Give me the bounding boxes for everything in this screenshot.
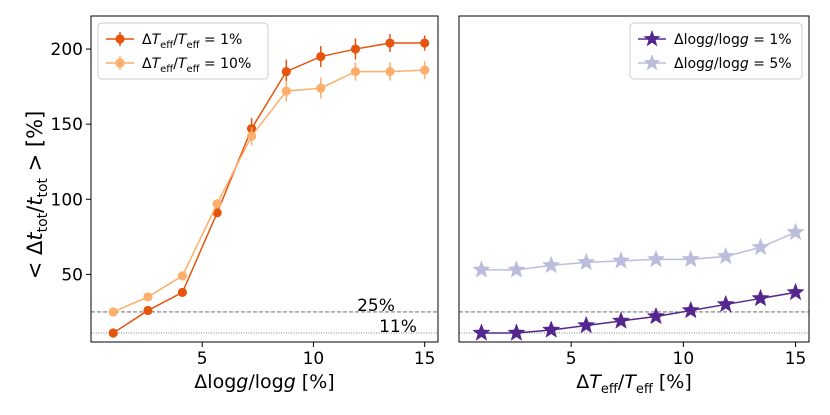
y-tick-label: 100 [51,190,83,210]
series-line [481,231,796,271]
data-point [212,208,222,218]
data-point-star [751,237,770,256]
data-point-star [716,294,735,313]
series-line [112,42,425,334]
legend-box [629,22,803,80]
data-point-star [681,249,700,268]
data-point-star [541,320,561,338]
reference-line-label: 25% [357,296,395,316]
legend: ΔTeff/Teff = 1% ΔTeff/Teff = 10% [97,22,269,80]
data-point-star [786,282,805,301]
legend-label: ΔTeff/Teff = 1% [142,32,242,51]
data-point-star [716,246,735,265]
data-point [420,38,430,48]
plot-frame [90,15,439,343]
data-point [350,66,361,77]
data-point [385,38,395,48]
x-tick-label: 15 [785,349,807,369]
legend-label: ΔTeff/Teff = 10% [142,56,251,75]
data-point-star [472,323,491,341]
data-point [281,66,291,77]
y-tick-label: 150 [51,115,83,135]
legend-marker-star [643,30,661,47]
data-point-star [507,323,526,341]
data-point-star [576,252,596,271]
x-tick-label: 10 [303,349,325,369]
data-point [246,131,257,141]
data-point-star [472,260,491,278]
series-line [112,69,425,313]
data-point-star [611,251,631,269]
data-point [177,271,188,281]
data-point [385,66,395,77]
data-point-star [611,311,631,329]
data-point [108,328,118,338]
data-point [108,307,118,317]
x-tick-label: 15 [414,349,436,369]
series-line [481,291,796,334]
data-point-star [646,249,666,268]
legend-label: Δlogg/logg = 1% [674,32,792,48]
data-point [316,83,326,93]
legend-marker [115,58,125,68]
x-axis-label: Δlogg/logg [%] [194,371,334,393]
y-tick-label: 50 [61,265,83,285]
data-point-star [786,222,805,241]
reference-line-label: 11% [379,317,417,337]
y-axis-label: < Δttot/ttot > [%] [23,111,51,280]
legend-marker-star [643,54,661,71]
legend-marker [115,34,125,44]
data-point-star [646,306,666,325]
data-point [281,86,291,96]
data-point [212,199,222,209]
data-point-star [576,315,596,334]
data-point-star [751,288,770,307]
data-point-star [507,260,526,278]
data-point [143,292,153,302]
data-point [143,305,153,316]
y-tick-label: 200 [51,40,83,60]
left-panel: 25%11% 5 10 15 50 100 150 200 Δlogg/logg [%] ΔTef… [51,15,439,393]
x-tick-label: 5 [566,349,577,369]
legend-box [97,22,269,80]
data-point [350,44,361,54]
data-point [316,51,326,62]
data-point [177,287,188,298]
x-axis-label: ΔTeff/Teff [%] [576,371,691,397]
data-point-star [541,255,561,274]
plot-frame [458,15,810,343]
data-point-star [681,300,700,319]
data-point [420,65,430,75]
legend: Δlogg/logg = 1% Δlogg/logg = 5% [629,22,803,80]
legend-label: Δlogg/logg = 5% [674,56,792,72]
x-tick-label: 10 [673,349,695,369]
x-tick-label: 5 [197,349,208,369]
